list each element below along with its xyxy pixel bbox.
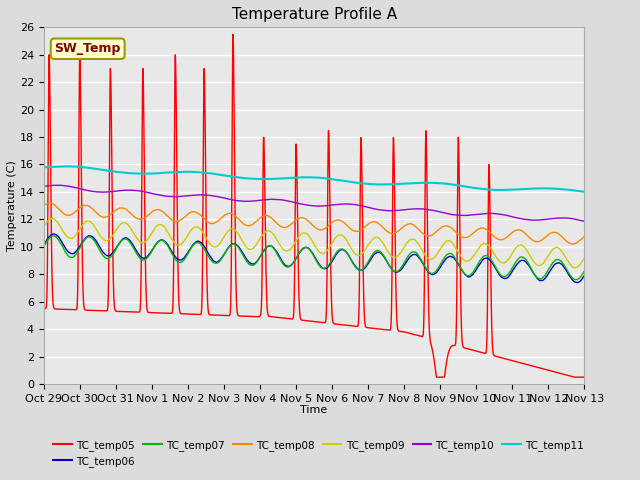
TC_temp07 bbox=[40, 244, 47, 250]
TC_temp05 bbox=[134, 309, 141, 315]
TC_temp11 bbox=[102, 168, 109, 173]
TC_temp07 bbox=[134, 252, 141, 258]
TC_temp09 bbox=[40, 224, 47, 229]
TC_temp08 bbox=[569, 241, 577, 247]
TC_temp08 bbox=[134, 216, 141, 222]
TC_temp05 bbox=[102, 308, 109, 314]
TC_temp08 bbox=[248, 222, 255, 228]
Line: TC_temp07: TC_temp07 bbox=[44, 236, 584, 280]
Title: Temperature Profile A: Temperature Profile A bbox=[232, 7, 397, 22]
TC_temp10 bbox=[134, 188, 141, 193]
TC_temp09 bbox=[512, 245, 520, 251]
TC_temp08 bbox=[102, 214, 109, 220]
TC_temp05 bbox=[580, 374, 588, 380]
TC_temp09 bbox=[572, 265, 579, 271]
TC_temp09 bbox=[570, 265, 578, 271]
TC_temp11 bbox=[134, 170, 141, 176]
TC_temp05 bbox=[570, 374, 578, 380]
TC_temp06 bbox=[570, 278, 578, 284]
Text: SW_Temp: SW_Temp bbox=[54, 42, 121, 55]
Y-axis label: Temperature (C): Temperature (C) bbox=[7, 160, 17, 251]
Line: TC_temp09: TC_temp09 bbox=[44, 218, 584, 268]
TC_temp10 bbox=[570, 216, 578, 222]
TC_temp06 bbox=[573, 280, 581, 286]
TC_temp10 bbox=[53, 182, 61, 188]
TC_temp07 bbox=[271, 247, 278, 252]
TC_temp05 bbox=[433, 374, 440, 380]
TC_temp08 bbox=[570, 241, 578, 247]
Line: TC_temp06: TC_temp06 bbox=[44, 234, 584, 283]
Line: TC_temp08: TC_temp08 bbox=[44, 203, 584, 244]
TC_temp10 bbox=[40, 183, 47, 189]
TC_temp06 bbox=[50, 231, 58, 237]
TC_temp09 bbox=[248, 246, 255, 252]
TC_temp05 bbox=[229, 32, 237, 37]
TC_temp08 bbox=[271, 218, 278, 224]
TC_temp06 bbox=[271, 246, 278, 252]
TC_temp05 bbox=[248, 313, 255, 319]
TC_temp10 bbox=[580, 218, 588, 224]
TC_temp08 bbox=[512, 228, 520, 233]
TC_temp07 bbox=[102, 255, 109, 261]
TC_temp09 bbox=[271, 233, 278, 239]
TC_temp09 bbox=[134, 237, 141, 242]
TC_temp06 bbox=[40, 242, 47, 248]
TC_temp06 bbox=[580, 273, 588, 278]
TC_temp05 bbox=[40, 306, 47, 312]
TC_temp07 bbox=[572, 277, 580, 283]
TC_temp06 bbox=[134, 250, 141, 256]
TC_temp11 bbox=[248, 176, 255, 181]
TC_temp06 bbox=[248, 261, 255, 266]
TC_temp05 bbox=[512, 359, 520, 364]
TC_temp06 bbox=[512, 263, 520, 269]
TC_temp11 bbox=[66, 164, 74, 169]
TC_temp07 bbox=[248, 263, 255, 268]
TC_temp08 bbox=[40, 203, 47, 209]
Legend: TC_temp05, TC_temp06, TC_temp07, TC_temp08, TC_temp09, TC_temp10, TC_temp11: TC_temp05, TC_temp06, TC_temp07, TC_temp… bbox=[49, 435, 588, 471]
TC_temp08 bbox=[580, 234, 588, 240]
TC_temp06 bbox=[102, 252, 109, 258]
Line: TC_temp10: TC_temp10 bbox=[44, 185, 584, 221]
Line: TC_temp11: TC_temp11 bbox=[44, 167, 584, 192]
TC_temp09 bbox=[102, 238, 109, 243]
Line: TC_temp05: TC_temp05 bbox=[44, 35, 584, 377]
TC_temp10 bbox=[102, 189, 109, 195]
TC_temp09 bbox=[49, 216, 56, 221]
TC_temp10 bbox=[512, 215, 520, 220]
TC_temp07 bbox=[512, 259, 520, 265]
TC_temp10 bbox=[271, 196, 278, 202]
TC_temp11 bbox=[580, 189, 588, 195]
TC_temp07 bbox=[570, 276, 578, 282]
TC_temp07 bbox=[580, 268, 588, 274]
TC_temp05 bbox=[271, 314, 278, 320]
TC_temp11 bbox=[40, 165, 47, 170]
TC_temp08 bbox=[46, 200, 54, 206]
TC_temp07 bbox=[51, 233, 58, 239]
TC_temp11 bbox=[271, 176, 278, 181]
TC_temp11 bbox=[512, 187, 520, 192]
TC_temp09 bbox=[580, 255, 588, 261]
TC_temp11 bbox=[570, 188, 578, 193]
X-axis label: Time: Time bbox=[300, 405, 328, 415]
TC_temp10 bbox=[248, 198, 255, 204]
